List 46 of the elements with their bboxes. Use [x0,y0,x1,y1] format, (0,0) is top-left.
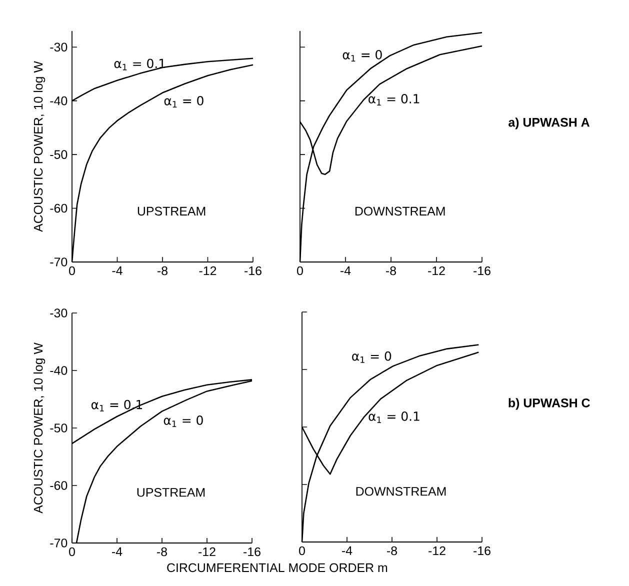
x-tick-label: -8 [387,546,398,556]
x-tick-label: 0 [69,547,75,556]
y-axis-title: ACOUSTIC POWER, 10 log W [34,342,46,514]
x-tick-label: 0 [69,266,75,276]
annotation: UPSTREAM [138,206,206,216]
x-tick-label: 0 [297,266,303,276]
x-tick-label: -16 [474,546,490,556]
annotation: DOWNSTREAM [356,486,446,496]
x-tick-label: -4 [112,266,122,275]
series-label: α$_{1}$ = 0 [352,351,392,363]
text: a) UPWASH A [508,118,590,130]
y-tick-label: -70 [50,258,68,266]
y-tick-label: -50 [50,150,68,159]
annotation: DOWNSTREAM [355,206,445,216]
x-tick-label: -4 [112,547,122,556]
x-tick-label: -12 [428,266,445,276]
x-tick-label: -12 [428,546,446,556]
series-label: α$_{1}$ = 0 [164,96,204,108]
y-tick-label: -70 [50,538,68,548]
series-label: α$_{1}$ = 0 [342,50,382,62]
series-label: α$_{1}$ = 0.1 [368,94,420,106]
x-tick-label: -4 [340,266,351,275]
series-label: α$_{1}$ = 0 [164,416,203,427]
x-tick-label: -16 [244,266,262,276]
x-tick-label: -16 [244,547,260,556]
y-tick-label: -60 [50,481,68,490]
text: b) UPWASH C [508,398,590,410]
y-tick-label: -40 [50,96,68,106]
x-tick-label: -12 [199,266,216,276]
x-tick-label: -8 [386,266,396,276]
x-tick-label: 0 [299,546,305,556]
y-tick-label: -40 [50,366,68,375]
x-tick-label: -8 [158,266,168,276]
x-axis-title: CIRCUMFERENTIAL MODE ORDER m [167,563,388,572]
x-tick-label: -4 [342,546,352,555]
y-tick-label: -30 [50,308,68,318]
y-tick-label: -30 [50,42,68,52]
y-axis-title: ACOUSTIC POWER, 10 log W [34,61,46,232]
y-tick-label: -50 [50,424,68,432]
y-tick-label: -60 [50,204,68,213]
x-tick-label: -12 [198,547,216,556]
series-label: α$_{1}$ = 0.1 [368,411,420,423]
series-label: α$_{1}$ = 0.1 [91,400,142,412]
x-tick-label: -8 [157,547,167,556]
annotation: UPSTREAM [137,488,205,497]
x-tick-label: -16 [474,266,490,276]
